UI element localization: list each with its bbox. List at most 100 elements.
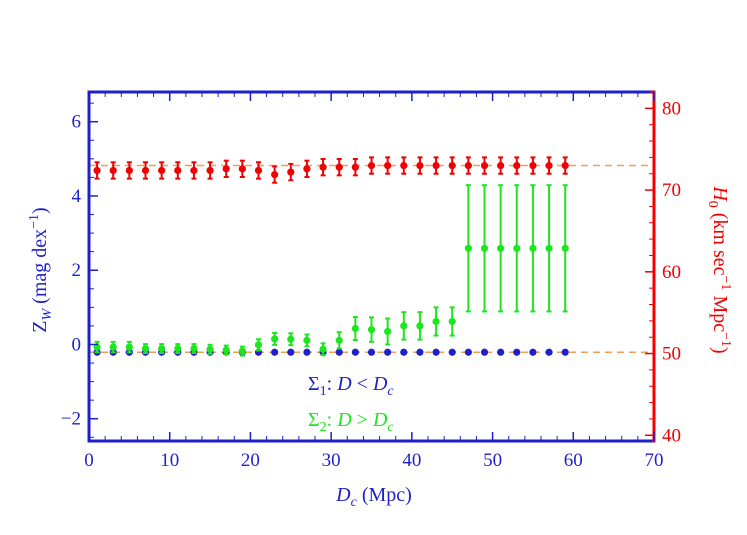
h0-point: [513, 161, 521, 170]
sigma1-point: [432, 348, 440, 356]
h0-point: [400, 161, 408, 170]
y-right-tick-label: 80: [662, 98, 681, 119]
y-left-tick-label: 4: [72, 186, 82, 207]
h0-point: [497, 161, 505, 170]
h0-point: [93, 166, 101, 175]
sigma1-point: [416, 348, 424, 356]
y-left-tick-label: 6: [72, 112, 82, 133]
sigma2-point: [545, 244, 553, 252]
h0-point: [319, 163, 327, 171]
x-axis-label: Dc (Mpc): [335, 484, 412, 510]
y-left-tick-label: −2: [61, 409, 81, 430]
sigma1-point: [367, 348, 376, 356]
sigma2-point: [174, 344, 182, 353]
sigma2-point: [400, 322, 408, 330]
sigma2-point: [416, 322, 424, 330]
sigma1-point: [271, 348, 279, 356]
sigma2-point: [335, 336, 343, 344]
x-tick-label: 60: [564, 450, 583, 471]
series-h0: [93, 156, 569, 184]
y-right-tick-label: 70: [662, 180, 681, 201]
y-left-tick-label: 0: [72, 334, 82, 355]
x-tick-label: 70: [645, 450, 664, 471]
sigma2-point: [141, 344, 150, 353]
sigma2-point: [464, 244, 472, 252]
h0-point: [448, 161, 456, 170]
h0-point: [254, 166, 263, 175]
y-axis-right-label: H0 (km sec−1 Mpc−1): [705, 185, 733, 353]
x-tick-label: 50: [483, 450, 502, 471]
sigma2-point: [303, 336, 311, 344]
x-tick-label: 40: [402, 450, 421, 471]
sigma2-point: [254, 341, 263, 349]
h0-point: [206, 166, 214, 175]
sigma1-point: [384, 348, 392, 356]
sigma2-point: [497, 244, 505, 252]
sigma2-point: [448, 317, 456, 326]
x-tick-label: 10: [160, 450, 179, 471]
sigma2-point: [206, 345, 214, 353]
sigma2-point: [158, 344, 166, 353]
h0-point: [384, 161, 392, 170]
h0-point: [125, 166, 133, 175]
sigma2-point: [384, 327, 392, 336]
sigma2-point: [529, 244, 537, 252]
h0-point: [303, 165, 311, 173]
sigma1-point: [529, 348, 537, 356]
y-right-tick-label: 60: [662, 262, 681, 283]
series-sigma2: [93, 184, 569, 357]
h0-point: [545, 161, 553, 170]
sigma2-point: [238, 347, 246, 355]
x-tick-label: 20: [241, 450, 260, 471]
h0-point: [238, 165, 246, 173]
h0-point: [529, 161, 537, 170]
x-tick-label: 0: [84, 450, 94, 471]
sigma2-point: [190, 344, 198, 353]
sigma2-point: [480, 244, 489, 252]
h0-point: [432, 161, 440, 170]
h0-point: [271, 170, 279, 179]
h0-point: [464, 161, 472, 170]
sigma1-point: [545, 348, 553, 356]
y-right-tick-label: 40: [662, 425, 681, 446]
h0-point: [109, 166, 117, 175]
h0-point: [222, 165, 230, 173]
h0-point: [174, 166, 182, 175]
h0-point: [190, 166, 198, 175]
sigma1-point: [303, 348, 311, 356]
sigma2-point: [271, 335, 279, 343]
x-tick-label: 30: [322, 450, 341, 471]
sigma2-point: [222, 346, 230, 354]
h0-point: [367, 161, 376, 170]
h0-point: [335, 163, 343, 171]
sigma1-point: [480, 348, 489, 356]
h0-point: [141, 166, 150, 175]
sigma2-point: [93, 343, 101, 351]
sigma1-point: [400, 348, 408, 356]
series-layer: [93, 156, 569, 357]
y-right-tick-label: 50: [662, 344, 681, 365]
h0-point: [416, 161, 424, 170]
h0-point: [158, 166, 166, 175]
annotation-sigma2: Σ2: D > Dc: [308, 409, 394, 435]
sigma2-point: [367, 326, 376, 334]
sigma2-point: [109, 343, 117, 351]
sigma2-point: [319, 345, 327, 353]
sigma2-point: [287, 335, 295, 343]
h0-point: [351, 163, 359, 171]
h0-point: [480, 161, 489, 170]
axis-ticks: [88, 91, 655, 441]
sigma1-point: [464, 348, 472, 356]
sigma1-point: [561, 348, 569, 356]
h0-point: [561, 161, 569, 170]
sigma1-point: [351, 348, 359, 356]
sigma1-point: [287, 348, 295, 356]
y-axis-left-label: ZW (mag dex−1): [27, 207, 55, 332]
sigma2-point: [125, 343, 133, 351]
sigma2-point: [561, 244, 569, 252]
sigma2-point: [432, 317, 440, 326]
sigma1-point: [497, 348, 505, 356]
y-left-tick-label: 2: [72, 260, 82, 281]
